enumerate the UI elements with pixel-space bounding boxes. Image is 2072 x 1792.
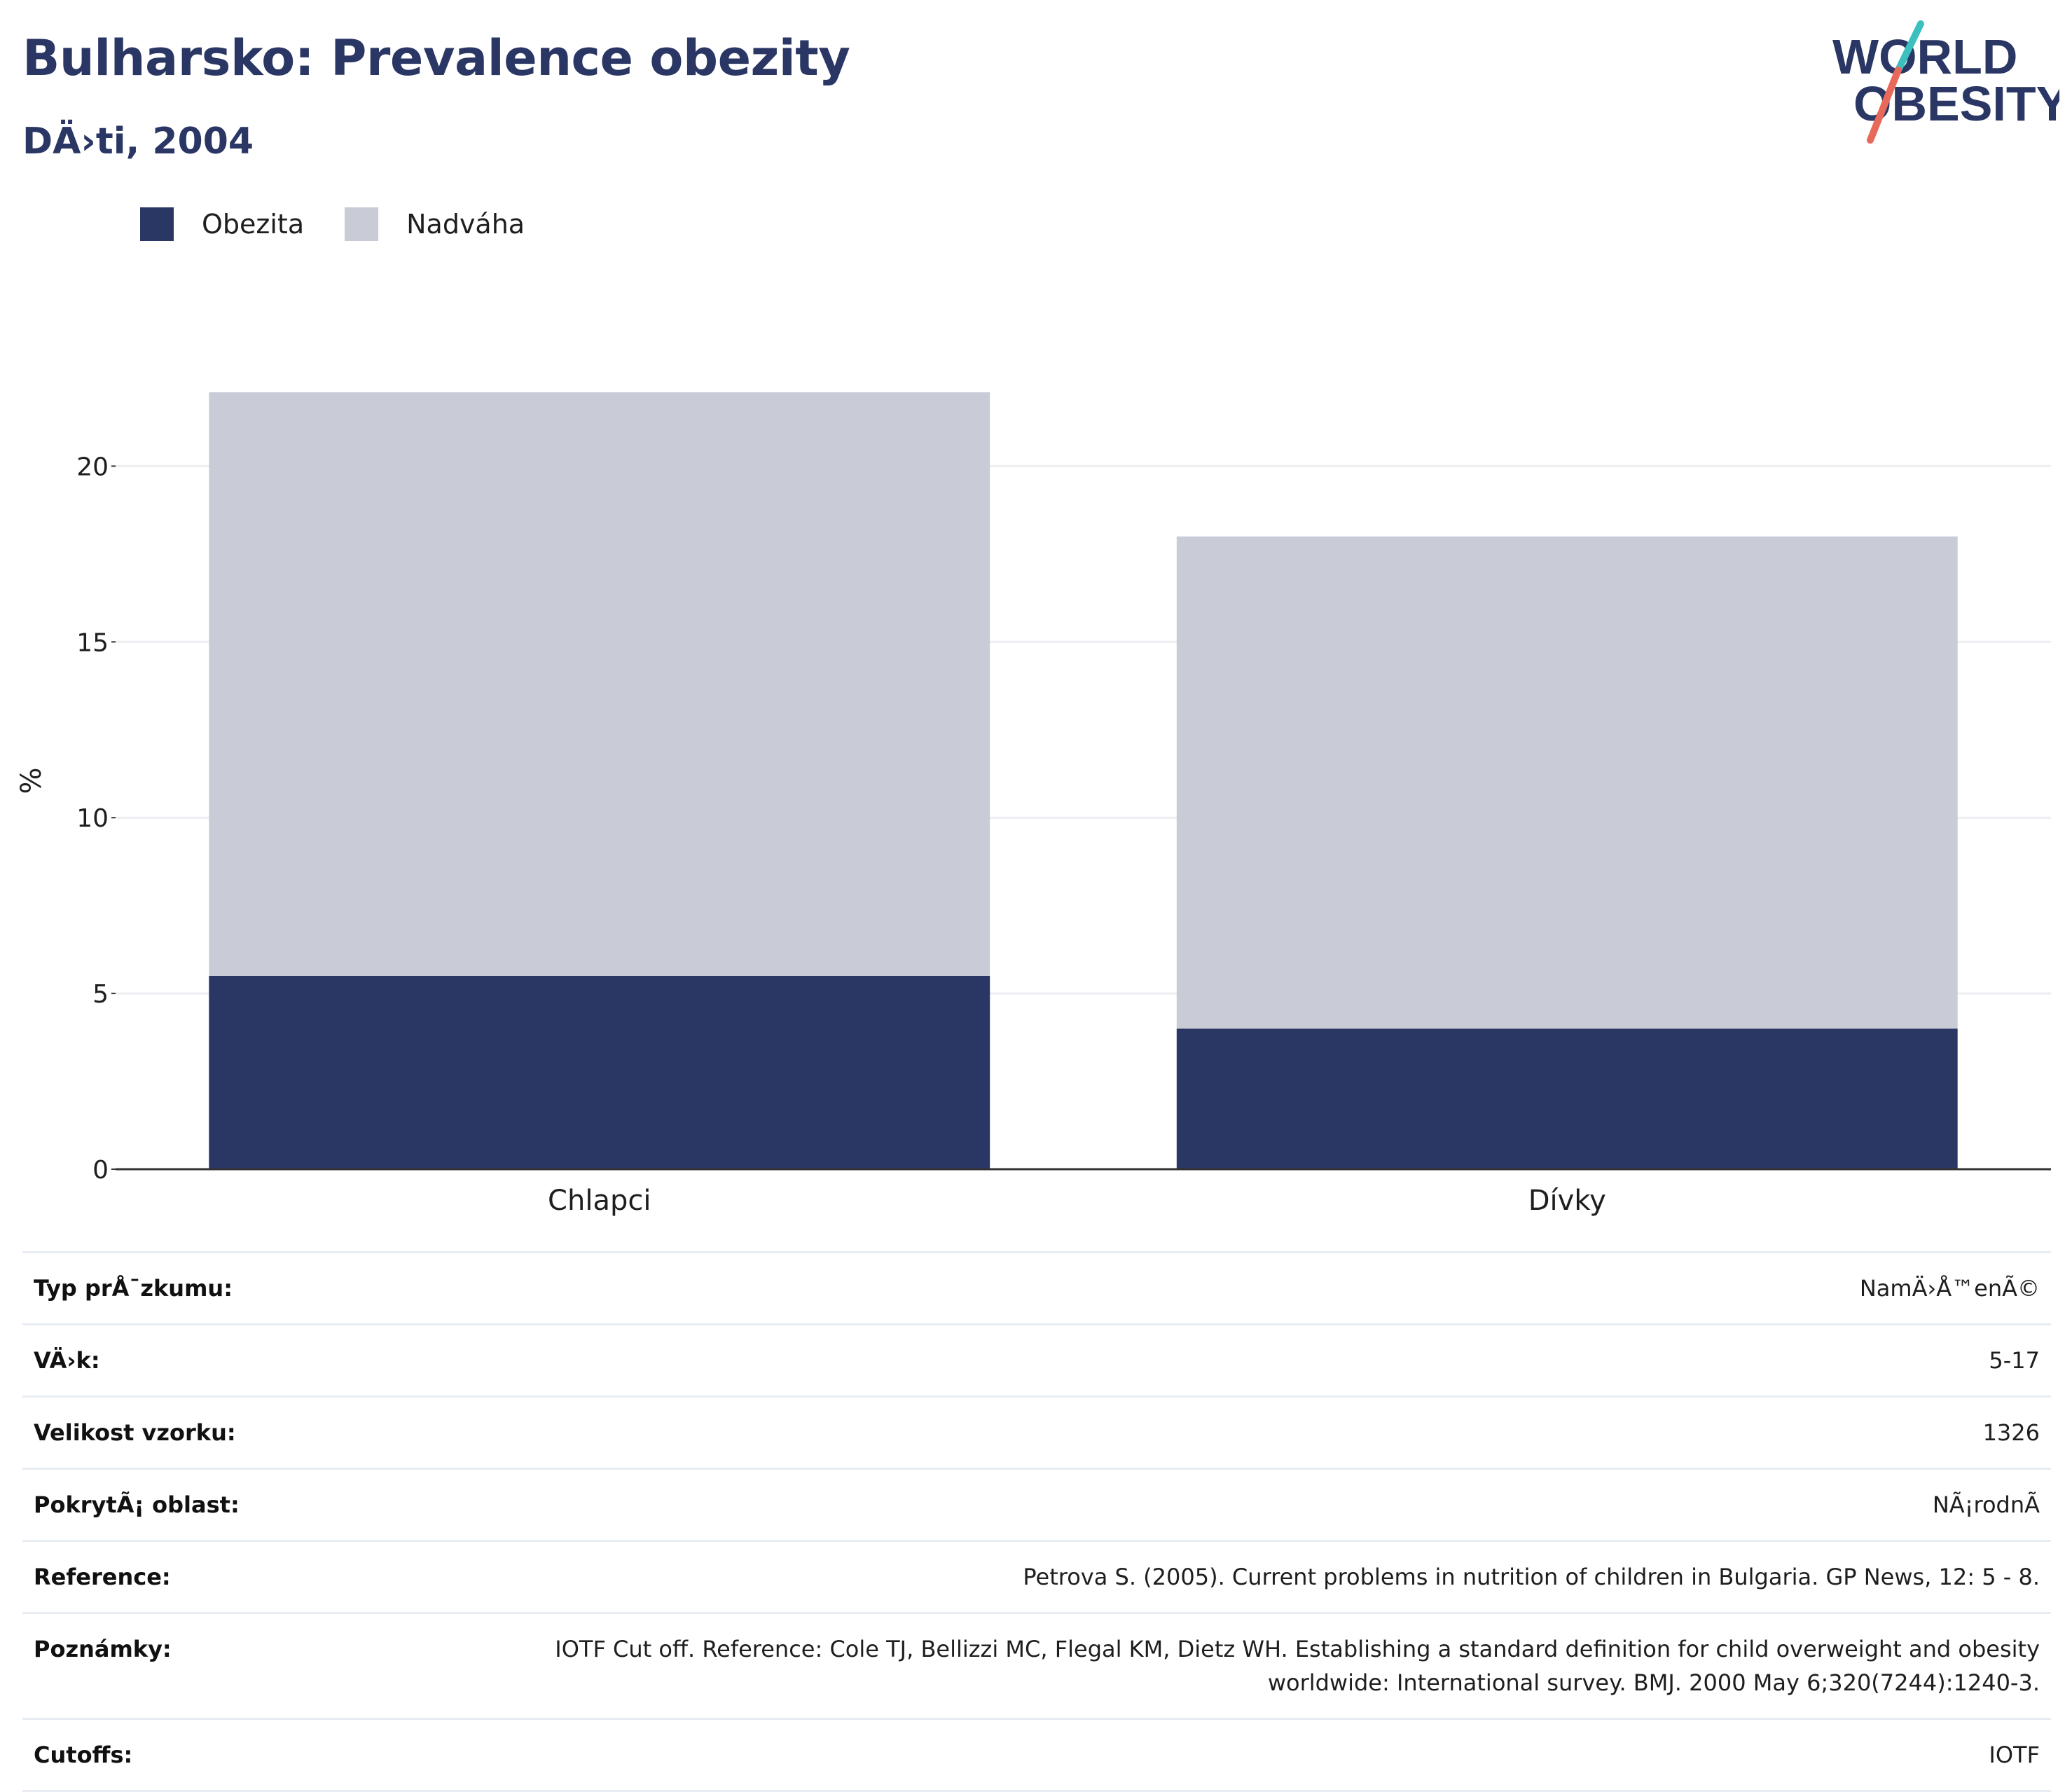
survey-info-table: Typ prÅ¯zkumu: NamÄ›Å™enÃ© VÄ›k: 5-17 Ve… xyxy=(22,1251,2051,1792)
logo-line-1: WORLD xyxy=(1832,29,2017,84)
bar-obezita xyxy=(209,976,990,1169)
info-row-notes: Poznámky: IOTF Cut off. Reference: Cole … xyxy=(22,1612,2051,1719)
y-tick-label: 0 xyxy=(92,1156,109,1185)
info-key: Poznámky: xyxy=(22,1612,395,1719)
logo-slash-teal xyxy=(1895,20,1924,74)
legend-swatch-obezita xyxy=(140,207,174,241)
x-tick-label: Chlapci xyxy=(548,1185,651,1217)
info-key: Cutoffs: xyxy=(22,1718,395,1792)
info-row-reference: Reference: Petrova S. (2005). Current pr… xyxy=(22,1540,2051,1613)
y-tick-label: 15 xyxy=(76,628,109,657)
chart-legend: Obezita Nadváha xyxy=(140,207,565,241)
y-tick-label: 5 xyxy=(92,980,109,1009)
info-value-line: IOTF Cut off. Reference: Cole TJ, Belliz… xyxy=(555,1636,2040,1662)
y-tick-label: 20 xyxy=(76,453,109,481)
info-key: Reference: xyxy=(22,1540,395,1613)
world-obesity-logo: WORLD OBESITY xyxy=(1832,20,2059,144)
info-row-coverage: PokrytÃ¡ oblast: NÃ¡rodnÃ xyxy=(22,1468,2051,1541)
info-value: NamÄ›Å™enÃ© xyxy=(395,1251,2051,1325)
legend-item-obezita: Obezita xyxy=(140,207,304,241)
info-value: 1326 xyxy=(395,1395,2051,1469)
x-tick-label: Dívky xyxy=(1528,1185,1606,1217)
legend-label-nadvaha: Nadváha xyxy=(406,209,525,240)
legend-swatch-nadvaha xyxy=(345,207,379,241)
info-value: Petrova S. (2005). Current problems in n… xyxy=(395,1540,2051,1613)
info-row-sample-size: Velikost vzorku: 1326 xyxy=(22,1395,2051,1469)
info-row-age: VÄ›k: 5-17 xyxy=(22,1323,2051,1397)
bar-nadvha xyxy=(209,392,990,977)
info-key: Typ prÅ¯zkumu: xyxy=(22,1251,395,1325)
info-value-line: worldwide: International survey. BMJ. 20… xyxy=(1267,1669,2040,1696)
stacked-bar-chart: 0 5 10 15 20% Chlapci Dívky xyxy=(15,392,2051,1217)
chart-title: Bulharsko: Prevalence obezity xyxy=(22,29,850,87)
logo-slash-coral xyxy=(1867,67,1902,144)
legend-item-nadvaha: Nadváha xyxy=(345,207,525,241)
info-row-survey-type: Typ prÅ¯zkumu: NamÄ›Å™enÃ© xyxy=(22,1251,2051,1325)
info-key: Velikost vzorku: xyxy=(22,1395,395,1469)
info-row-cutoffs: Cutoffs: IOTF xyxy=(22,1718,2051,1792)
info-value: IOTF xyxy=(395,1718,2051,1792)
y-tick-label: 10 xyxy=(76,804,109,833)
info-value: IOTF Cut off. Reference: Cole TJ, Belliz… xyxy=(395,1612,2051,1719)
info-value: 5-17 xyxy=(395,1323,2051,1397)
legend-label-obezita: Obezita xyxy=(202,209,305,240)
bar-nadvha xyxy=(1176,536,1958,1029)
info-value: NÃ¡rodnÃ xyxy=(395,1468,2051,1541)
info-key: PokrytÃ¡ oblast: xyxy=(22,1468,395,1541)
info-key: VÄ›k: xyxy=(22,1323,395,1397)
y-axis-label: % xyxy=(15,767,48,794)
bar-obezita xyxy=(1176,1028,1958,1169)
chart-subtitle: DÄ›ti, 2004 xyxy=(22,120,254,163)
